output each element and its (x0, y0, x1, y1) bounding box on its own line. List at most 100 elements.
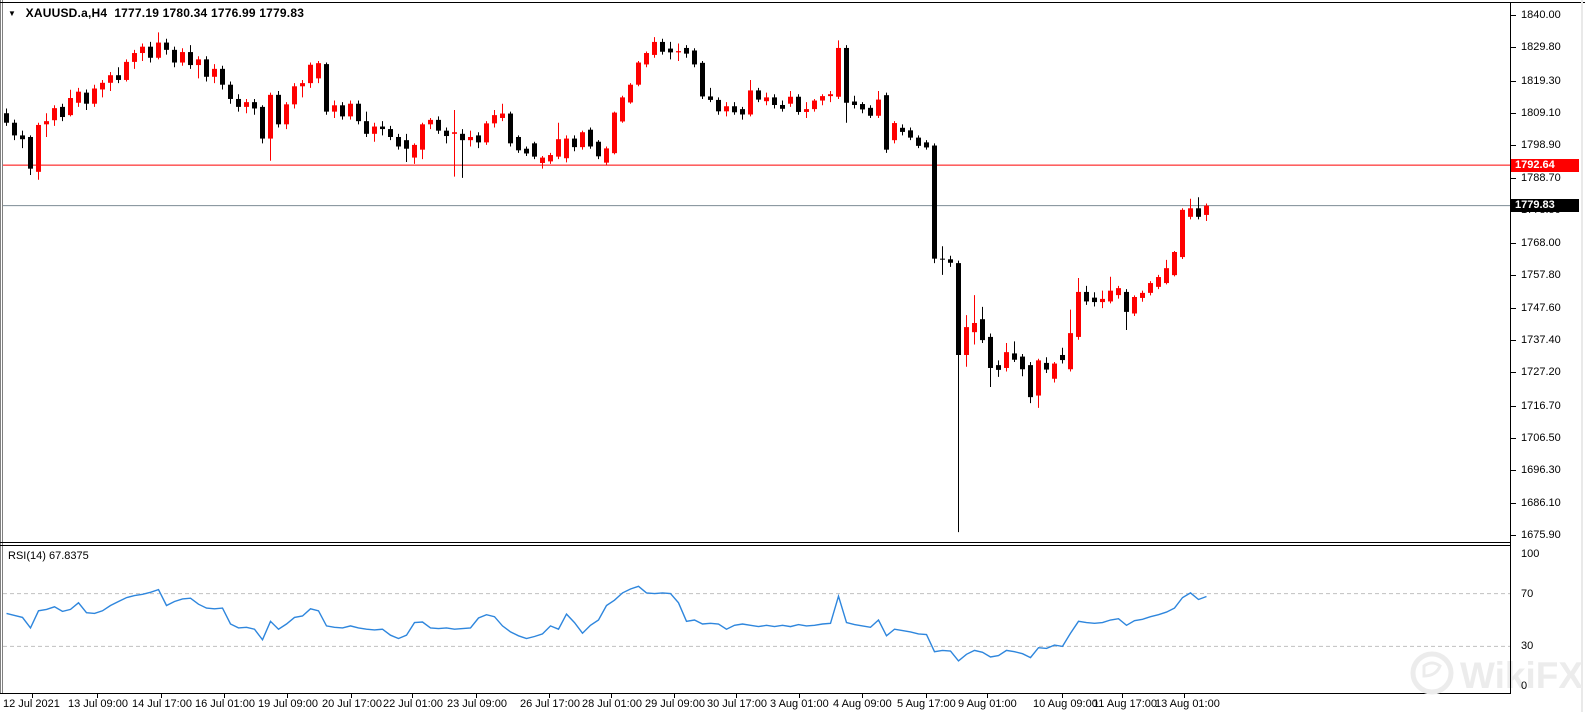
time-axis-label: 22 Jul 01:00 (383, 698, 443, 710)
candle-body (148, 46, 153, 58)
candle-body (876, 99, 881, 116)
rsi-axis-label: 30 (1521, 640, 1534, 652)
candle-body (1156, 277, 1161, 287)
candle-body (996, 365, 1001, 370)
time-tick (161, 694, 162, 698)
candle-body (556, 139, 561, 157)
candle-body (900, 127, 905, 132)
candle-body (228, 84, 233, 99)
time-tick (287, 694, 288, 698)
price-axis-label: 1737.40 (1521, 334, 1561, 346)
candle-body (340, 105, 345, 117)
time-tick (611, 694, 612, 698)
panel-separator-lower (0, 545, 1511, 546)
candle-body (428, 119, 433, 125)
candle-body (932, 145, 937, 259)
candle-body (532, 143, 537, 157)
candlestick-chart-panel[interactable] (3, 0, 1510, 542)
time-tick (97, 694, 98, 698)
price-tag-1779.83: 1779.83 (1511, 199, 1579, 212)
chevron-down-icon[interactable]: ▼ (8, 9, 17, 18)
candle-body (564, 138, 569, 159)
candle-body (220, 68, 225, 85)
candle-body (500, 113, 505, 118)
rsi-indicator-panel[interactable] (3, 546, 1510, 693)
candle-body (668, 48, 673, 53)
price-tick (1511, 372, 1516, 373)
candle-body (204, 59, 209, 77)
price-tick (1511, 47, 1516, 48)
candle-body (892, 123, 897, 141)
price-axis-label: 1757.80 (1521, 269, 1561, 281)
candle-body (1140, 292, 1145, 298)
chart-top-border (0, 2, 1585, 3)
price-tick (1511, 275, 1516, 276)
candle-body (1084, 291, 1089, 302)
candle-body (652, 41, 657, 55)
time-tick (674, 694, 675, 698)
candle-body (708, 96, 713, 100)
candle-body (972, 322, 977, 333)
price-tick (1511, 178, 1516, 179)
candle-body (188, 52, 193, 66)
candle-body (1132, 297, 1137, 314)
candle-body (516, 136, 521, 151)
candle-body (1148, 283, 1153, 293)
candle-body (396, 136, 401, 147)
candle-body (436, 119, 441, 131)
candle-body (132, 53, 137, 62)
candle-body (1052, 363, 1057, 379)
candle-body (284, 104, 289, 125)
time-axis-label: 19 Jul 09:00 (258, 698, 318, 710)
rsi-axis-label: 100 (1521, 548, 1540, 560)
candle-body (604, 148, 609, 163)
candle-body (108, 75, 113, 83)
candle-body (364, 121, 369, 134)
candle-body (260, 106, 265, 139)
quote-open: 1777.19 (114, 6, 160, 20)
price-tick (1511, 406, 1516, 407)
price-tick (1511, 438, 1516, 439)
candle-body (548, 155, 553, 162)
time-axis-label: 16 Jul 01:00 (195, 698, 255, 710)
candle-body (1204, 205, 1209, 215)
time-axis-label: 13 Jul 09:00 (68, 698, 128, 710)
time-axis-label: 23 Jul 09:00 (447, 698, 507, 710)
time-tick (1062, 694, 1063, 698)
candle-body (36, 124, 41, 172)
candle-body (588, 129, 593, 147)
candle-body (60, 106, 65, 118)
candle-body (924, 142, 929, 148)
candle-body (388, 129, 393, 137)
candle-body (156, 42, 161, 58)
time-axis-label: 13 Aug 01:00 (1155, 698, 1220, 710)
candle-body (1164, 268, 1169, 284)
candle-body (828, 94, 833, 97)
time-axis-label: 20 Jul 17:00 (322, 698, 382, 710)
price-axis-label: 1798.90 (1521, 139, 1561, 151)
quote-low: 1776.99 (210, 6, 256, 20)
candle-body (1012, 353, 1017, 360)
candle-body (68, 98, 73, 116)
candle-body (796, 96, 801, 112)
price-axis-label: 1686.10 (1521, 497, 1561, 509)
time-tick (862, 694, 863, 698)
price-axis-label: 1768.00 (1521, 237, 1561, 249)
candle-body (236, 98, 241, 107)
candle-body (860, 104, 865, 110)
candle-body (316, 63, 321, 79)
candle-body (676, 51, 681, 53)
candle-body (164, 42, 169, 50)
candle-body (92, 88, 97, 104)
candle-body (412, 144, 417, 158)
candle-body (948, 259, 953, 263)
candle-body (276, 94, 281, 125)
quote-high: 1780.34 (162, 6, 208, 20)
candle-body (1060, 354, 1065, 361)
time-tick (799, 694, 800, 698)
candle-body (196, 59, 201, 66)
time-axis-label: 10 Aug 09:00 (1033, 698, 1098, 710)
candle-body (460, 133, 465, 141)
price-axis-label: 1829.80 (1521, 41, 1561, 53)
time-axis-label: 28 Jul 01:00 (582, 698, 642, 710)
